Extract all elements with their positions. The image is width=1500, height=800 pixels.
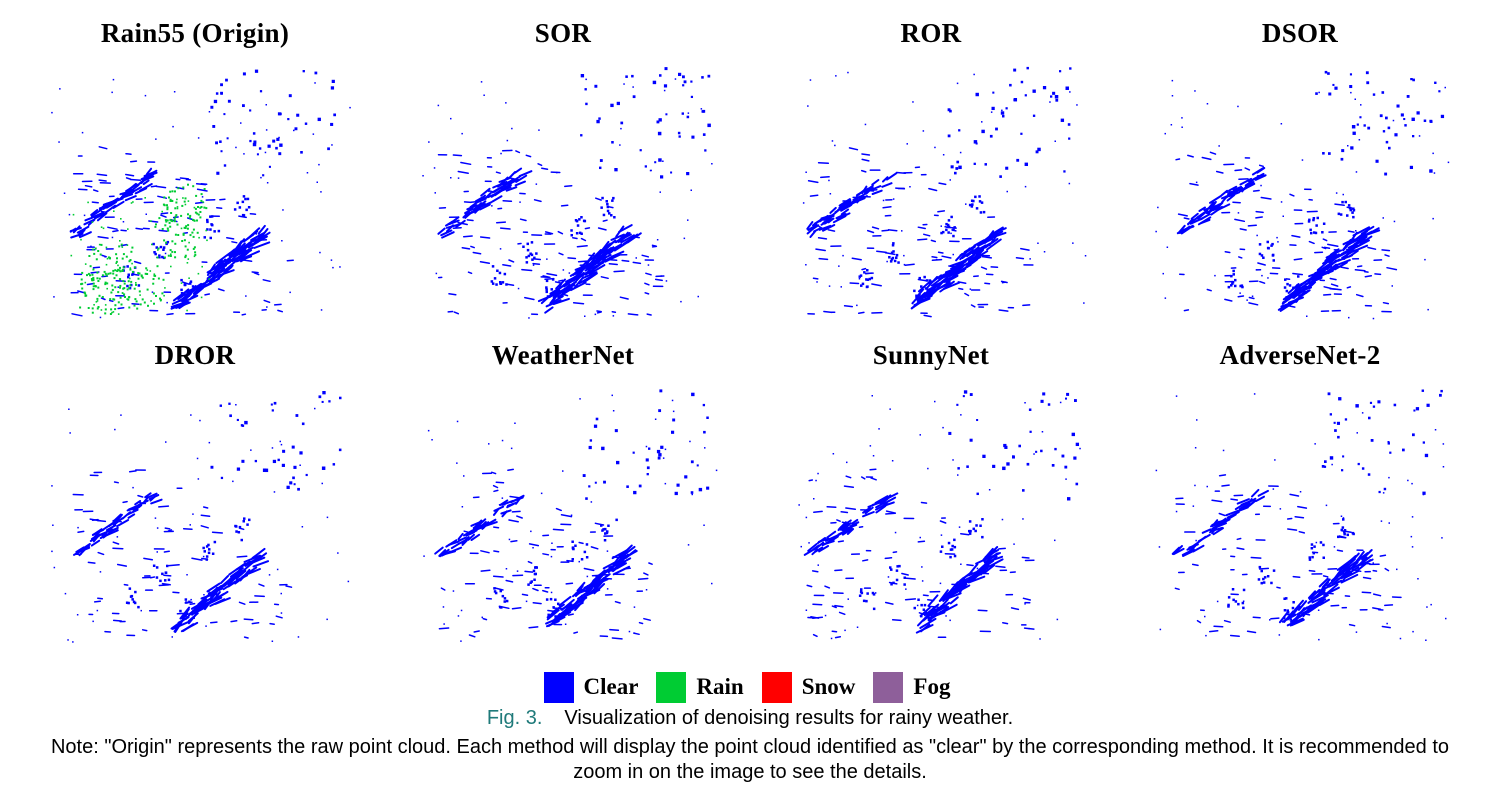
legend-item-snow: Snow <box>761 671 862 703</box>
legend-swatch <box>761 671 792 703</box>
legend-label: Snow <box>801 674 856 699</box>
figure-caption: Fig. 3. Visualization of denoising result… <box>0 707 1500 730</box>
point-cloud-plot <box>51 391 350 643</box>
caption-text: Visualization of denoising results for r… <box>564 707 1014 729</box>
point-cloud-plot <box>802 66 1087 318</box>
point-cloud-points <box>1155 70 1450 320</box>
panel-ror: ROR <box>746 0 1116 330</box>
legend-swatch <box>656 671 687 703</box>
legend-swatch <box>543 671 574 703</box>
point-cloud-plot <box>1155 389 1447 641</box>
panel-title: SOR <box>534 18 592 48</box>
panel-title: ROR <box>900 18 962 48</box>
point-cloud-points <box>802 66 1087 318</box>
panel-title: SunnyNet <box>872 340 990 370</box>
legend-item-fog: Fog <box>873 671 956 703</box>
legend-label: Clear <box>583 674 639 699</box>
panel-title: WeatherNet <box>491 340 635 370</box>
panel-dror: DROR <box>10 322 380 652</box>
panel-title: DROR <box>154 340 236 370</box>
panel-sor: SOR <box>378 0 748 330</box>
figure-number: Fig. 3. <box>486 707 543 729</box>
point-cloud-plot <box>422 67 713 319</box>
panel-dsor: DSOR <box>1115 0 1485 330</box>
panel-weathernet: WeatherNet <box>378 322 748 652</box>
panel-title: AdverseNet-2 <box>1219 340 1381 370</box>
legend-item-rain: Rain <box>656 671 749 703</box>
legend-label: Rain <box>696 674 744 699</box>
point-cloud-plot <box>423 389 718 642</box>
figure-note: Note: "Origin" represents the raw point … <box>50 736 1450 783</box>
legend: Clear Rain Snow Fog <box>0 668 1500 706</box>
point-cloud-points <box>1155 389 1447 641</box>
legend-item-clear: Clear <box>543 671 645 703</box>
panel-sunnynet: SunnyNet <box>746 322 1116 652</box>
point-cloud-plot <box>51 69 351 319</box>
legend-swatch <box>873 671 904 703</box>
panel-title: DSOR <box>1261 18 1339 48</box>
point-cloud-plot <box>1155 70 1450 320</box>
point-cloud-points <box>423 389 718 642</box>
point-cloud-plot <box>798 390 1081 640</box>
legend-label: Fog <box>913 674 951 699</box>
panel-title: Rain55 (Origin) <box>100 18 290 48</box>
panel-rain55-origin: Rain55 (Origin) <box>10 0 380 330</box>
panel-adversenet-2: AdverseNet-2 <box>1115 322 1485 652</box>
point-cloud-points <box>51 391 350 643</box>
point-cloud-points <box>798 390 1081 640</box>
point-cloud-points <box>51 69 351 319</box>
point-cloud-points <box>422 67 713 319</box>
